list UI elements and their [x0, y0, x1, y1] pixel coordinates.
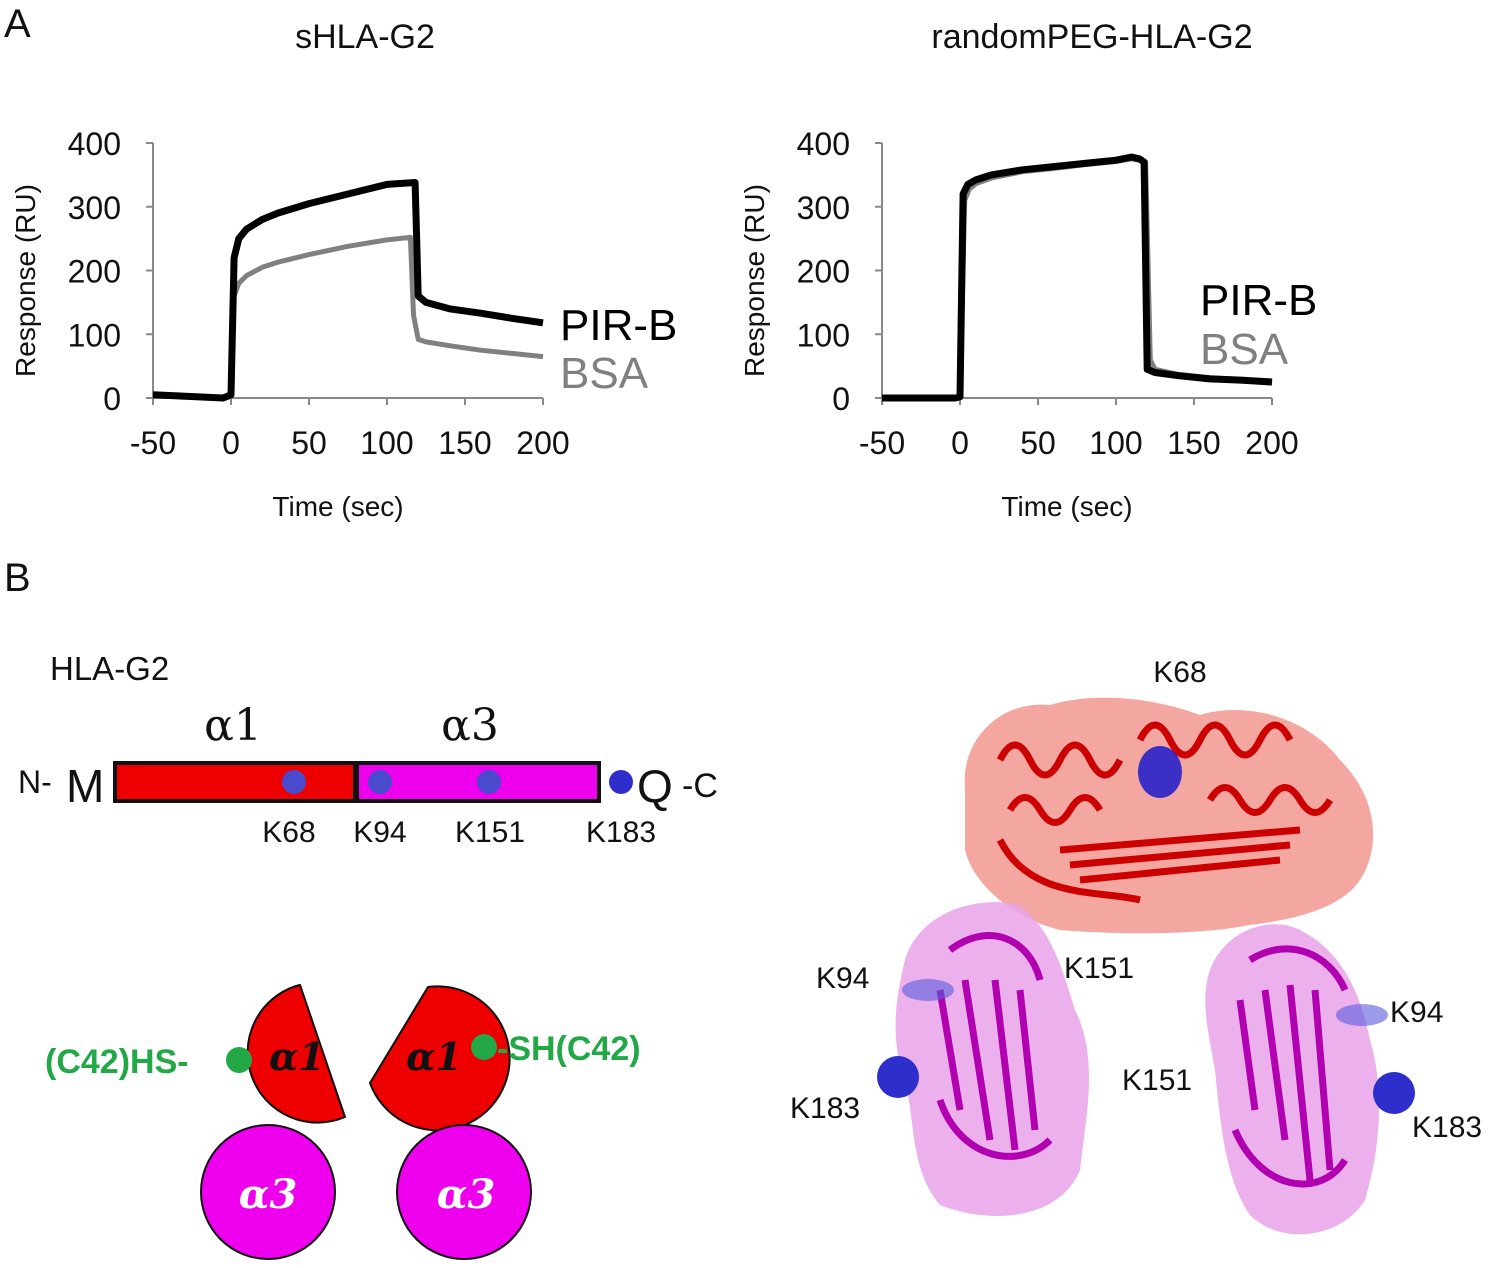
chart1-x-tick-label: 0 [222, 425, 240, 461]
right-alpha1-wedge [368, 985, 511, 1132]
chart1-y-tick-label: 200 [68, 254, 121, 290]
chart2-x-tick-label: 100 [1089, 425, 1142, 461]
right-alpha3-label: α3 [437, 1171, 496, 1218]
chart2-y-tick-label: 400 [797, 126, 850, 162]
left-alpha3-label: α3 [239, 1171, 298, 1218]
panel-a-label: A [4, 2, 31, 46]
alpha1-surface [964, 697, 1374, 934]
c-terminus-label: -C [682, 767, 718, 805]
chart2-x-tick-label: 0 [951, 425, 969, 461]
lysine-label-k68: K68 [262, 816, 315, 849]
structure-label-k68: K68 [1153, 656, 1206, 689]
k151-dot [477, 770, 501, 794]
chart2-x-tick-label: 150 [1167, 425, 1220, 461]
chart2-y-axis-label: Response (RU) [739, 184, 770, 377]
right-cysteine-dot [471, 1034, 497, 1060]
chart1-x-tick-label: 200 [516, 425, 569, 461]
lysine-label-k94: K94 [353, 816, 406, 849]
right-alpha3-surface [1205, 924, 1380, 1235]
chart2-y-tick-label: 300 [797, 190, 850, 226]
left-k183-dot [877, 1056, 919, 1098]
chart1-y-axis-label: Response (RU) [10, 184, 41, 377]
chart1-x-axis-label: Time (sec) [272, 491, 403, 522]
structure-label-right-k94: K94 [1390, 996, 1443, 1029]
right-alpha3-circle [396, 1124, 532, 1260]
alpha1-ribbon [996, 721, 1334, 904]
chart2-legend-pir-b: PIR-B [1200, 276, 1317, 325]
right-alpha1-label: α1 [406, 1034, 462, 1079]
structure-label-left-k94: K94 [816, 962, 869, 995]
chart2-x-tick-label: 200 [1245, 425, 1298, 461]
k68-dot [282, 770, 306, 794]
chart1-x-tick-label: 50 [291, 425, 327, 461]
n-terminus-label: N- [18, 764, 52, 800]
left-alpha3-ribbon [936, 932, 1053, 1160]
left-alpha1-label: α1 [269, 1034, 325, 1079]
lysine-label-k151: K151 [455, 816, 525, 849]
chart1-x-tick-label: -50 [130, 425, 176, 461]
chart1-series-pir-b-line [152, 179, 544, 402]
panel-b-label: B [4, 556, 31, 600]
left-cysteine-label: (C42)HS- [45, 1043, 189, 1081]
right-cysteine-label: -SH(C42) [497, 1030, 641, 1068]
alpha1-bar [113, 761, 357, 803]
chart1-x-tick-label: 150 [438, 425, 491, 461]
alpha3-domain-label: α3 [441, 700, 499, 751]
m-residue-label: M [66, 760, 104, 812]
chart2-y-tick-label: 100 [797, 317, 850, 353]
left-alpha1-wedge [246, 983, 347, 1124]
chart1-y-tick-label: 0 [103, 381, 121, 417]
right-k183-dot [1373, 1072, 1415, 1114]
chart1-y-tick-label: 400 [68, 126, 121, 162]
chart1-title: sHLA-G2 [295, 18, 435, 56]
alpha1-domain-label: α1 [204, 700, 262, 751]
left-alpha3-circle [200, 1124, 336, 1260]
left-cysteine-dot [226, 1047, 252, 1073]
left-alpha3-surface [895, 902, 1090, 1216]
chart2-y-tick-label: 200 [797, 254, 850, 290]
chart2-legend-bsa: BSA [1200, 325, 1289, 374]
structure-label-right-k151: K151 [1122, 1064, 1192, 1097]
left-k94-site [902, 979, 954, 1001]
chart2-x-tick-label: -50 [859, 425, 905, 461]
chart2-x-axis-label: Time (sec) [1001, 491, 1132, 522]
protein-structure-rendering [877, 697, 1415, 1235]
q-residue-label: Q [637, 760, 673, 812]
chart2-x-tick-label: 50 [1020, 425, 1056, 461]
k183-dot [609, 770, 633, 794]
structure-label-right-k183: K183 [1412, 1111, 1482, 1144]
k94-dot [368, 770, 392, 794]
lysine-label-k183: K183 [586, 816, 656, 849]
right-k94-site [1336, 1004, 1388, 1026]
chart2-series-pir-b-line [882, 153, 1273, 402]
structure-label-left-k183: K183 [790, 1092, 860, 1125]
chart2-y-tick-label: 0 [832, 381, 850, 417]
chart1-legend-pir-b: PIR-B [560, 301, 677, 350]
chart2-title: randomPEG-HLA-G2 [931, 18, 1253, 56]
chart1-x-tick-label: 100 [360, 425, 413, 461]
right-alpha3-ribbon [1231, 945, 1349, 1188]
chart1-legend-bsa: BSA [560, 349, 649, 398]
structure-label-left-k151: K151 [1064, 952, 1134, 985]
chart1-y-tick-label: 300 [68, 190, 121, 226]
chart1-y-tick-label: 100 [68, 317, 121, 353]
construct-title: HLA-G2 [50, 650, 169, 687]
k68-site [1138, 746, 1182, 798]
